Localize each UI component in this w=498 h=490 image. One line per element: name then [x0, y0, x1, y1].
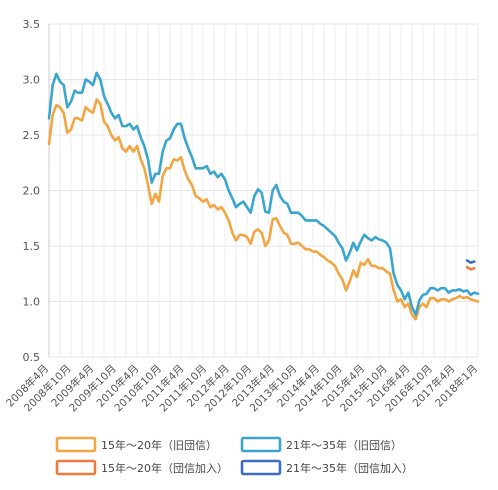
series-line-3	[465, 265, 476, 271]
legend-label[interactable]: 15年〜20年（団信加入）	[101, 461, 228, 475]
legend-label[interactable]: 21年〜35年（旧団信）	[286, 438, 402, 452]
legend-swatch[interactable]	[240, 436, 282, 453]
series-line-4	[465, 259, 476, 264]
y-tick-label: 1.5	[23, 240, 41, 253]
y-tick-label: 3.5	[23, 18, 41, 31]
y-tick-label: 0.5	[23, 351, 41, 364]
series-line-2	[47, 71, 480, 317]
y-tick-labels: 0.5 1.0 1.5 2.0 2.5 3.0 3.5	[23, 18, 41, 364]
y-tick-label: 3.0	[23, 74, 41, 87]
legend: 15年〜20年（旧団信） 21年〜35年（旧団信） 15年〜20年（団信加入） 21年…	[55, 436, 413, 476]
series-line-1	[47, 98, 480, 321]
y-tick-label: 2.5	[23, 129, 41, 142]
x-tick-labels: 2008年4月2008年10月2009年4月2009年10月2010年4月201…	[3, 362, 480, 414]
legend-swatch[interactable]	[240, 459, 282, 476]
legend-swatch[interactable]	[55, 459, 97, 476]
legend-label[interactable]: 15年〜20年（旧団信）	[101, 438, 217, 452]
y-tick-label: 2.0	[23, 185, 41, 198]
grid	[48, 23, 479, 358]
series-lines	[47, 71, 480, 321]
y-tick-label: 1.0	[23, 296, 41, 309]
legend-swatch[interactable]	[55, 436, 97, 453]
legend-label[interactable]: 21年〜35年（団信加入）	[286, 461, 413, 475]
